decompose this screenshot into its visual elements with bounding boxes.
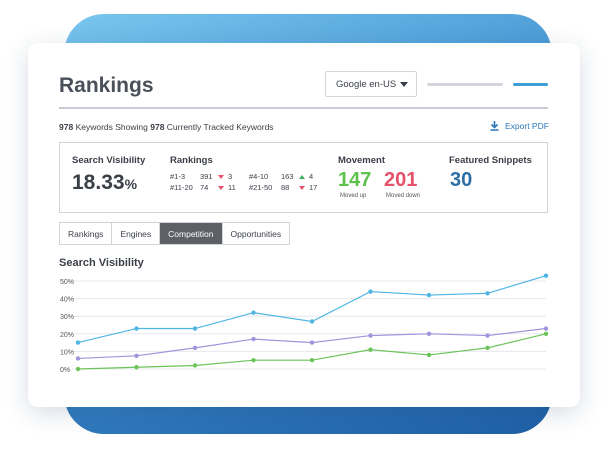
- keywords-text: Keywords Showing: [75, 122, 148, 132]
- data-point: [426, 331, 432, 336]
- y-tick-label: 10%: [60, 349, 74, 356]
- ranking-range: #11-20: [170, 183, 193, 192]
- ranking-range: #4-10: [249, 172, 269, 181]
- data-point: [309, 319, 315, 324]
- data-point: [75, 366, 81, 372]
- data-point: [192, 326, 198, 331]
- y-tick-label: 20%: [60, 332, 74, 339]
- data-point: [75, 356, 81, 361]
- visibility-number: 18.33: [72, 171, 125, 194]
- tracked-text: Currently Tracked Keywords: [166, 122, 274, 132]
- arrow-down-icon: [218, 185, 224, 190]
- data-point: [543, 326, 549, 331]
- y-tick-label: 30%: [60, 314, 74, 321]
- moved-down-label: Moved down: [386, 193, 421, 199]
- data-point: [134, 326, 139, 331]
- tab-opportunities[interactable]: Opportunities: [222, 223, 290, 244]
- featured-snippets-value: 30: [450, 169, 473, 191]
- rankings-card: Rankings Google en-US 978 Keywords Showi…: [28, 43, 580, 407]
- data-point: [485, 291, 490, 296]
- data-point: [251, 336, 256, 342]
- data-point: [485, 345, 490, 351]
- tab-rankings[interactable]: Rankings: [60, 223, 113, 244]
- ranking-change: 11: [228, 183, 236, 192]
- arrow-down-icon: [218, 174, 224, 179]
- search-visibility-label: Search Visibility: [72, 155, 146, 166]
- data-point: [251, 310, 256, 315]
- ranking-row-4-10: #4-10 163 4: [249, 172, 313, 181]
- ranking-range: #21-50: [249, 183, 273, 192]
- data-point: [426, 352, 432, 358]
- export-pdf-button[interactable]: Export PDF: [490, 121, 549, 131]
- featured-snippets-label: Featured Snippets: [449, 155, 532, 166]
- tab-engines[interactable]: Engines: [112, 223, 161, 244]
- progress-indicator: [513, 83, 548, 86]
- visibility-unit: %: [124, 176, 138, 192]
- engine-select-value: Google en-US: [336, 78, 397, 90]
- engine-select[interactable]: Google en-US: [325, 71, 417, 97]
- ranking-range: #1-3: [170, 172, 186, 181]
- moved-up-value: 147: [338, 169, 372, 191]
- data-point: [485, 333, 490, 338]
- ranking-change: 17: [309, 183, 318, 192]
- movement-label: Movement: [338, 155, 385, 166]
- search-visibility-value: 18.33%: [72, 171, 137, 195]
- data-point: [368, 347, 373, 352]
- ranking-count: 88: [281, 183, 290, 192]
- data-point: [192, 345, 198, 351]
- stats-panel: Search Visibility 18.33% Rankings #1-3 3…: [59, 142, 548, 213]
- data-point: [134, 353, 139, 358]
- y-tick-label: 0%: [60, 367, 70, 374]
- ranking-change: 4: [309, 172, 314, 181]
- data-point: [368, 333, 373, 338]
- data-point: [426, 292, 432, 298]
- ranking-count: 391: [200, 172, 213, 181]
- download-icon: [490, 121, 499, 131]
- keyword-summary: 978 Keywords Showing 978 Currently Track…: [59, 122, 274, 132]
- moved-down-value: 201: [384, 169, 418, 191]
- y-tick-label: 40%: [60, 297, 74, 304]
- data-point: [192, 363, 198, 368]
- export-pdf-label: Export PDF: [505, 121, 549, 131]
- data-point: [543, 331, 549, 336]
- data-point: [134, 365, 139, 370]
- ranking-count: 163: [281, 172, 294, 181]
- ranking-row-21-50: #21-50 88 17: [249, 183, 317, 192]
- arrow-down-icon: [299, 185, 305, 190]
- data-point: [75, 340, 81, 345]
- data-point: [368, 289, 373, 294]
- chart-title: Search Visibility: [59, 257, 144, 269]
- moved-up-label: Moved up: [340, 193, 367, 199]
- ranking-change: 3: [228, 172, 233, 181]
- series-line-1: [77, 275, 547, 344]
- arrow-up-icon: [299, 174, 305, 179]
- data-point: [309, 340, 315, 345]
- page-title: Rankings: [59, 74, 154, 97]
- search-visibility-chart: 0% 10% 20% 30% 40% 50%: [60, 273, 549, 374]
- chevron-down-icon: [400, 82, 408, 87]
- data-point: [251, 358, 256, 363]
- tab-competition[interactable]: Competition: [160, 223, 223, 244]
- progress-track: [427, 83, 503, 86]
- keywords-count: 978: [59, 122, 74, 132]
- ranking-row-1-3: #1-3 391 3: [170, 172, 232, 181]
- tracked-count: 978: [150, 122, 165, 132]
- data-point: [543, 273, 549, 278]
- y-tick-label: 50%: [60, 279, 74, 286]
- ranking-count: 74: [200, 183, 209, 192]
- rankings-label: Rankings: [170, 155, 213, 166]
- tab-bar: Rankings Engines Competition Opportuniti…: [59, 222, 291, 245]
- data-point: [309, 358, 315, 363]
- ranking-row-11-20: #11-20 74 11: [170, 183, 236, 192]
- header: Rankings Google en-US: [59, 71, 548, 109]
